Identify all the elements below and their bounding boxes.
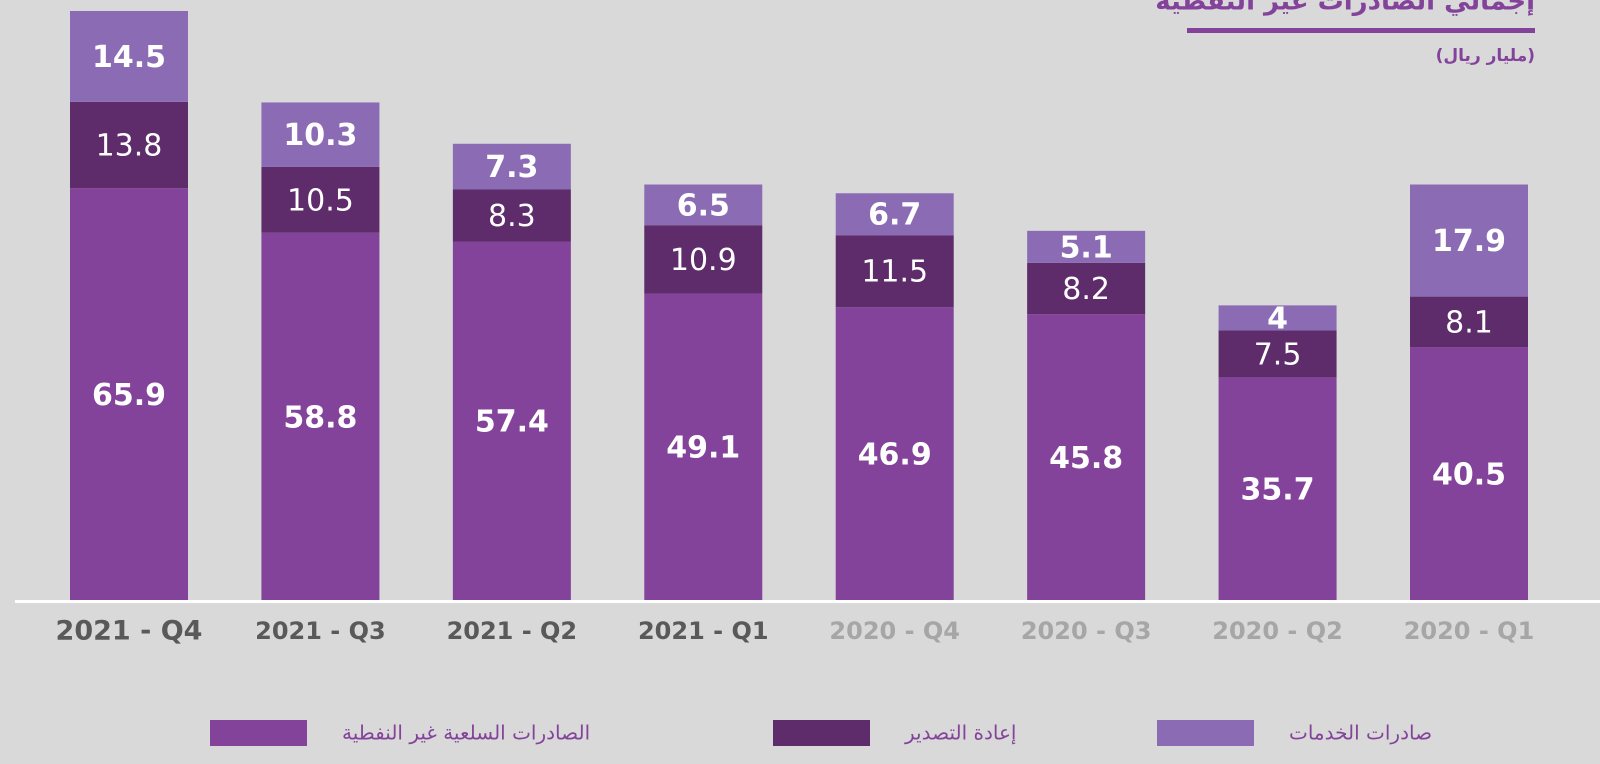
x-tick-label: 2020 - Q4 (829, 617, 960, 645)
value-label: 35.7 (1241, 473, 1315, 508)
value-label: 11.5 (861, 255, 928, 290)
value-label: 10.5 (287, 183, 354, 218)
bar-segment (835, 193, 954, 236)
value-label: 17.9 (1432, 224, 1506, 259)
bar-segment (644, 225, 763, 294)
bar-segment (452, 241, 571, 601)
bar-segment (1218, 305, 1337, 331)
bar-segment (1410, 184, 1528, 297)
value-label: 46.9 (858, 438, 932, 473)
title-underline (1187, 28, 1535, 33)
bar-segment (70, 188, 188, 601)
value-label: 13.8 (96, 129, 163, 164)
x-tick-label: 2020 - Q1 (1404, 617, 1535, 645)
bar-segment (835, 235, 954, 308)
x-tick-label: 2020 - Q3 (1021, 617, 1152, 645)
value-label: 8.3 (488, 199, 536, 234)
bar-segment (452, 189, 571, 242)
value-label: 6.5 (677, 188, 730, 223)
legend-swatch (773, 720, 870, 746)
value-label: 8.2 (1062, 272, 1110, 307)
legend-swatch (1157, 720, 1254, 746)
value-label: 4 (1267, 301, 1288, 336)
value-label: 7.5 (1254, 337, 1302, 372)
legend-swatch (210, 720, 307, 746)
value-label: 5.1 (1060, 230, 1113, 265)
x-tick-label: 2021 - Q4 (56, 616, 203, 647)
legend-label: الصادرات السلعية غير النفطية (342, 721, 590, 745)
value-label: 40.5 (1432, 458, 1506, 493)
bar-segment (1218, 330, 1337, 378)
value-label: 10.9 (670, 243, 737, 278)
value-label: 58.8 (283, 400, 357, 435)
value-label: 65.9 (92, 378, 166, 413)
bar-segment (261, 232, 380, 602)
legend-label: إعادة التصدير (904, 721, 1016, 746)
bar-segment (835, 307, 954, 601)
value-label: 6.7 (868, 198, 921, 233)
x-tick-label: 2021 - Q3 (255, 617, 386, 645)
bar-segment (452, 143, 571, 190)
value-label: 10.3 (283, 118, 357, 153)
chart-subtitle: (مليار ريال) (1436, 46, 1535, 66)
bar-segment (1027, 230, 1146, 263)
baseline (15, 600, 1600, 603)
chart-title: إجمالي الصادرات غير النفطية (1155, 0, 1535, 17)
value-label: 45.8 (1049, 441, 1123, 476)
bar-segment (70, 11, 188, 102)
value-label: 14.5 (92, 40, 166, 75)
value-label: 8.1 (1445, 305, 1493, 340)
bar-segment (70, 101, 188, 189)
value-label: 49.1 (666, 431, 740, 466)
bar-segment (1410, 296, 1528, 348)
x-tick-label: 2021 - Q1 (638, 617, 769, 645)
bar-segment (644, 184, 763, 226)
bar-segment (1027, 262, 1146, 315)
bar-segment (1218, 377, 1337, 601)
bar-segment (644, 293, 763, 601)
value-label: 7.3 (485, 150, 538, 185)
x-tick-label: 2021 - Q2 (447, 617, 578, 645)
value-label: 57.4 (475, 405, 549, 440)
bar-segment (261, 102, 380, 167)
bar-segment (1027, 314, 1146, 601)
x-tick-label: 2020 - Q2 (1212, 617, 1343, 645)
legend-label: صادرات الخدمات (1289, 721, 1432, 745)
bar-segment (1410, 347, 1528, 601)
bar-segment (261, 166, 380, 233)
